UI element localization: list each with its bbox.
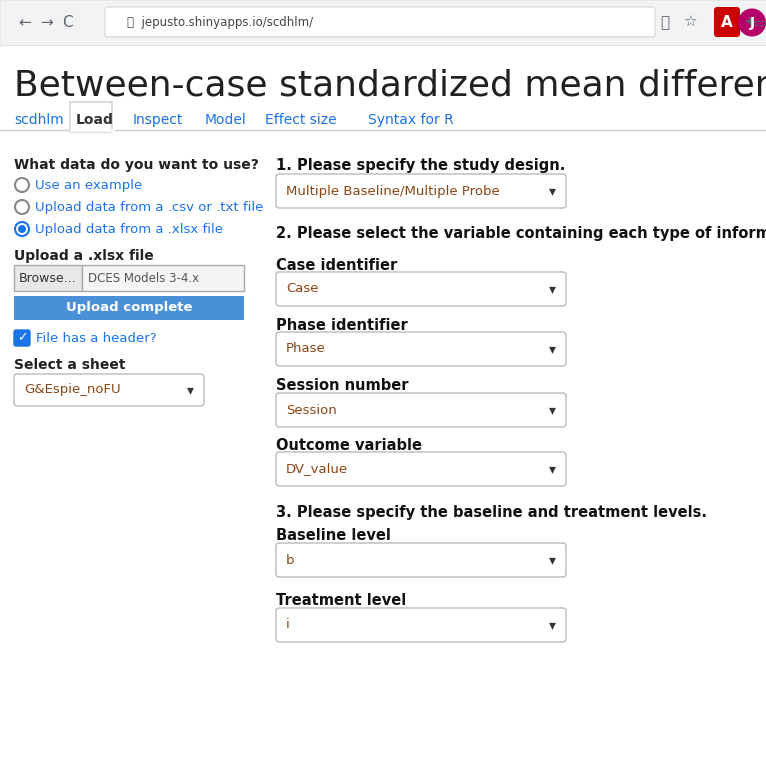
Bar: [0, 0, 766, 45]
Text: 1. Please specify the study design.: 1. Please specify the study design.: [276, 158, 565, 173]
Text: Upload data from a .csv or .txt file: Upload data from a .csv or .txt file: [35, 201, 264, 215]
Text: Select a sheet: Select a sheet: [14, 358, 126, 372]
Text: 158: 158: [276, 158, 279, 159]
Text: scdhlm: scdhlm: [14, 113, 64, 127]
Text: #4a90d9: #4a90d9: [126, 307, 133, 309]
FancyBboxPatch shape: [14, 374, 204, 406]
Text: Between-case standardized mean difference estimator: Between-case standardized mean differenc…: [14, 68, 766, 102]
Text: Phase: Phase: [286, 342, 326, 356]
Text: What data do you want to use?: What data do you want to use?: [14, 158, 259, 172]
Text: 🔒  jepusto.shinyapps.io/scdhlm/: 🔒 jepusto.shinyapps.io/scdhlm/: [127, 16, 313, 29]
Text: ▾: ▾: [548, 462, 555, 476]
Text: 2. Please select the variable containing each type of information.: 2. Please select the variable containing…: [276, 226, 766, 241]
Text: G&Espie_noFU: G&Espie_noFU: [24, 384, 120, 396]
Text: Upload complete: Upload complete: [66, 302, 192, 314]
Text: A: A: [721, 15, 733, 30]
FancyBboxPatch shape: [14, 330, 30, 346]
FancyBboxPatch shape: [70, 102, 112, 132]
Text: DCES Models 3-4.x: DCES Models 3-4.x: [88, 271, 199, 285]
Text: Browse...: Browse...: [19, 271, 77, 285]
Text: Upload a .xlsx file: Upload a .xlsx file: [14, 249, 154, 263]
Bar: [82, 265, 244, 291]
Text: ▾: ▾: [548, 618, 555, 632]
Text: ▾: ▾: [548, 184, 555, 198]
FancyBboxPatch shape: [276, 393, 566, 427]
Text: Upload data from a .xlsx file: Upload data from a .xlsx file: [35, 224, 223, 236]
Text: DV_value: DV_value: [286, 463, 348, 476]
Circle shape: [15, 178, 29, 192]
Text: Outcome variable: Outcome variable: [276, 438, 422, 453]
FancyBboxPatch shape: [276, 543, 566, 577]
Text: i: i: [286, 619, 290, 632]
Text: Multiple Baseline/Multiple Probe: Multiple Baseline/Multiple Probe: [286, 185, 499, 197]
Text: ←: ←: [18, 15, 31, 30]
Text: ☆: ☆: [683, 15, 697, 30]
Bar: [14, 296, 244, 320]
Text: Use an example: Use an example: [35, 179, 142, 193]
Text: ▾: ▾: [548, 403, 555, 417]
Text: Baseline level: Baseline level: [276, 528, 391, 543]
FancyBboxPatch shape: [276, 272, 566, 306]
Text: ⎘: ⎘: [660, 15, 669, 30]
Circle shape: [15, 222, 29, 236]
Text: J: J: [749, 16, 755, 30]
Text: ▾: ▾: [548, 553, 555, 567]
Text: ▾: ▾: [548, 342, 555, 356]
Text: File has a header?: File has a header?: [36, 332, 156, 345]
Text: Case identifier: Case identifier: [276, 258, 398, 273]
Text: Effect size: Effect size: [265, 113, 336, 127]
Circle shape: [15, 200, 29, 214]
FancyBboxPatch shape: [714, 7, 740, 37]
Text: C: C: [62, 15, 73, 30]
Text: Treatment level: Treatment level: [276, 593, 406, 608]
Text: Inspect: Inspect: [133, 113, 183, 127]
Text: Session: Session: [286, 403, 337, 417]
Text: ▾: ▾: [548, 282, 555, 296]
Circle shape: [18, 225, 26, 233]
Text: Syntax for R: Syntax for R: [368, 113, 453, 127]
Text: b: b: [286, 554, 294, 566]
FancyBboxPatch shape: [276, 332, 566, 366]
Text: Case: Case: [286, 282, 319, 296]
Text: Model: Model: [205, 113, 247, 127]
Text: →: →: [40, 15, 53, 30]
FancyBboxPatch shape: [276, 174, 566, 208]
Text: ✦: ✦: [744, 15, 756, 30]
Text: Load: Load: [76, 113, 114, 127]
FancyBboxPatch shape: [105, 7, 655, 37]
Text: 3. Please specify the baseline and treatment levels.: 3. Please specify the baseline and treat…: [276, 505, 707, 520]
Text: ✓: ✓: [17, 332, 28, 345]
Circle shape: [738, 9, 766, 37]
Text: Phase identifier: Phase identifier: [276, 318, 408, 333]
Text: ▾: ▾: [186, 383, 194, 397]
Text: ▭: ▭: [754, 16, 766, 30]
FancyBboxPatch shape: [276, 608, 566, 642]
FancyBboxPatch shape: [276, 452, 566, 486]
Text: 528: 528: [276, 527, 279, 528]
Bar: [14, 265, 82, 291]
Text: Session number: Session number: [276, 378, 408, 393]
